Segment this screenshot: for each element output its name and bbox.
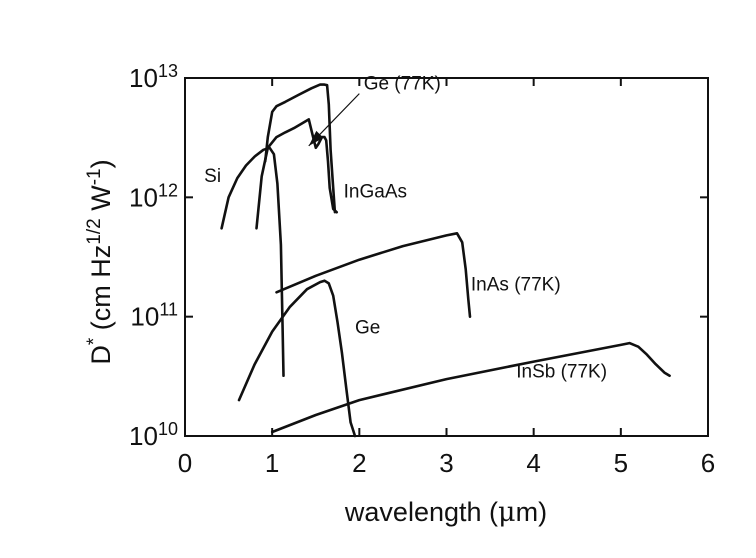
series-curves (220, 83, 671, 438)
x-tick-label: 0 (178, 448, 192, 478)
series-label-insb-77k: InSb (77K) (516, 361, 607, 382)
x-tick-label: 4 (526, 448, 540, 478)
series-line-insb-77k (270, 341, 671, 434)
plot-frame (184, 77, 709, 437)
tick-labels: 0 1 2 3 4 5 6 1010 1011 1012 1013 (129, 61, 715, 478)
series-line-ge (237, 279, 357, 438)
series-label-si: Si (204, 166, 221, 187)
series-line-ge-77k (263, 83, 337, 214)
y-tick-label: 1013 (129, 61, 178, 93)
series-line-inas-77k (275, 232, 472, 318)
series-label-ge-77k: Ge (77K) (364, 74, 441, 95)
y-tick-label: 1011 (130, 300, 178, 332)
series-line-si (220, 146, 285, 377)
x-tick-label: 5 (614, 448, 628, 478)
y-axis-title: D* (cm Hz1/2 W-1) (84, 159, 117, 364)
x-tick-label: 6 (701, 448, 715, 478)
series-label-ge: Ge (355, 318, 380, 339)
series-label-inas-77k: InAs (77K) (471, 275, 561, 296)
x-tick-label: 2 (352, 448, 366, 478)
x-tick-label: 1 (265, 448, 279, 478)
series-labels: Si InGaAs Ge (77K) InAs (77K) Ge InSb (77K) (204, 74, 607, 383)
series-label-ingaas: InGaAs (344, 181, 407, 202)
annotations (308, 93, 360, 147)
annotation-arrow-head (308, 130, 324, 146)
y-tick-label: 1012 (129, 180, 178, 212)
x-tick-label: 3 (439, 448, 453, 478)
x-axis-title: wavelength (μm) (344, 497, 547, 528)
axis-ticks (184, 77, 709, 437)
y-tick-label: 1010 (129, 419, 178, 451)
